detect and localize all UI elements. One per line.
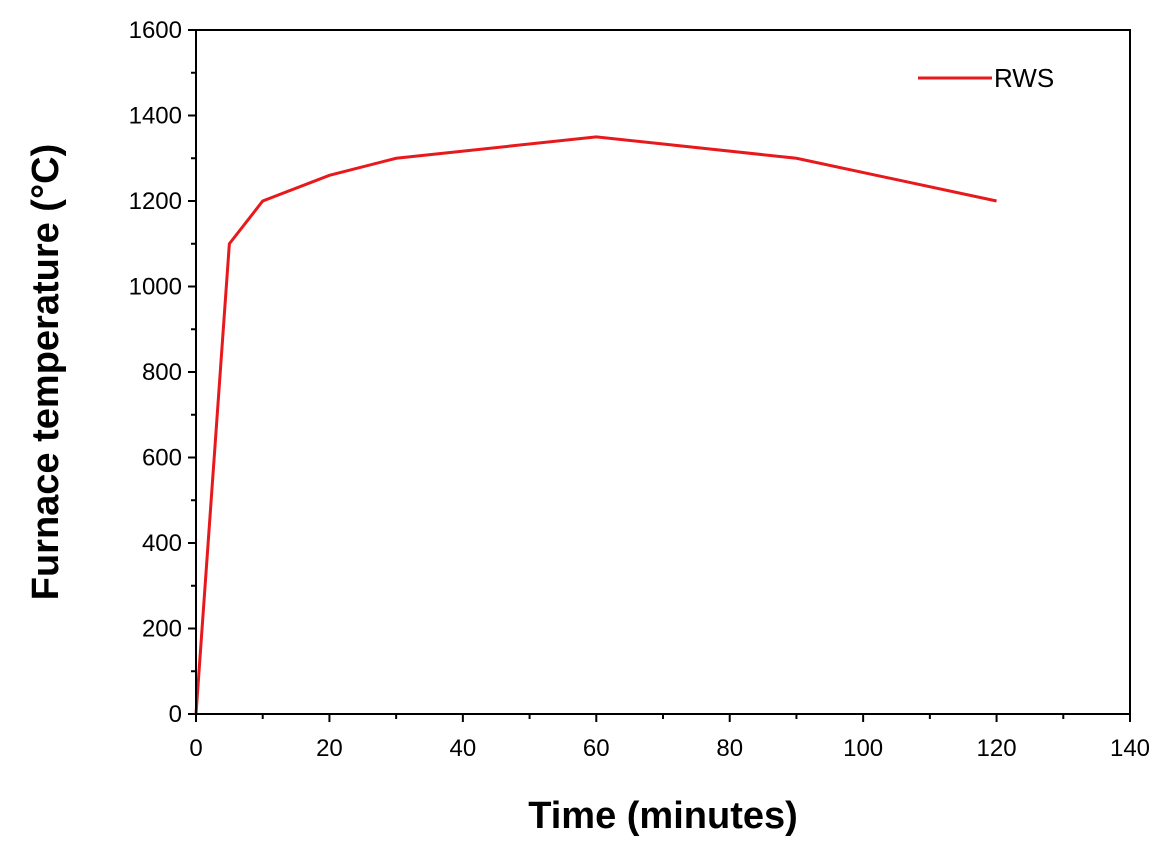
x-tick-label: 100 <box>843 735 883 762</box>
y-tick-label: 1200 <box>129 188 182 215</box>
y-tick-label: 200 <box>142 616 182 643</box>
y-tick-label: 1600 <box>129 17 182 44</box>
x-tick-label: 60 <box>583 735 610 762</box>
y-axis-title: Furnace temperature (°C) <box>25 144 67 601</box>
legend: RWS <box>918 63 1054 93</box>
x-tick-label: 140 <box>1110 735 1150 762</box>
x-tick-label: 80 <box>716 735 743 762</box>
y-tick-label: 800 <box>142 359 182 386</box>
y-tick-label: 0 <box>169 701 182 728</box>
legend-label: RWS <box>994 63 1054 93</box>
x-tick-label: 120 <box>977 735 1017 762</box>
series-layer <box>194 135 997 715</box>
plot-frame <box>195 29 1131 715</box>
x-tick-label: 0 <box>189 735 202 762</box>
x-tick-label: 40 <box>450 735 477 762</box>
x-axis-title: Time (minutes) <box>528 795 798 837</box>
y-tick-label: 1400 <box>129 103 182 130</box>
x-tick-label: 20 <box>316 735 343 762</box>
y-tick-label: 1000 <box>129 274 182 301</box>
x-axis-ticks: 0 20 40 60 80 100 120 140 <box>189 714 1150 762</box>
y-tick-label: 600 <box>142 445 182 472</box>
y-tick-label: 400 <box>142 530 182 557</box>
y-axis-ticks: 0 200 400 600 800 1000 1200 1400 1600 <box>129 17 196 728</box>
series-line-rws <box>194 135 997 715</box>
